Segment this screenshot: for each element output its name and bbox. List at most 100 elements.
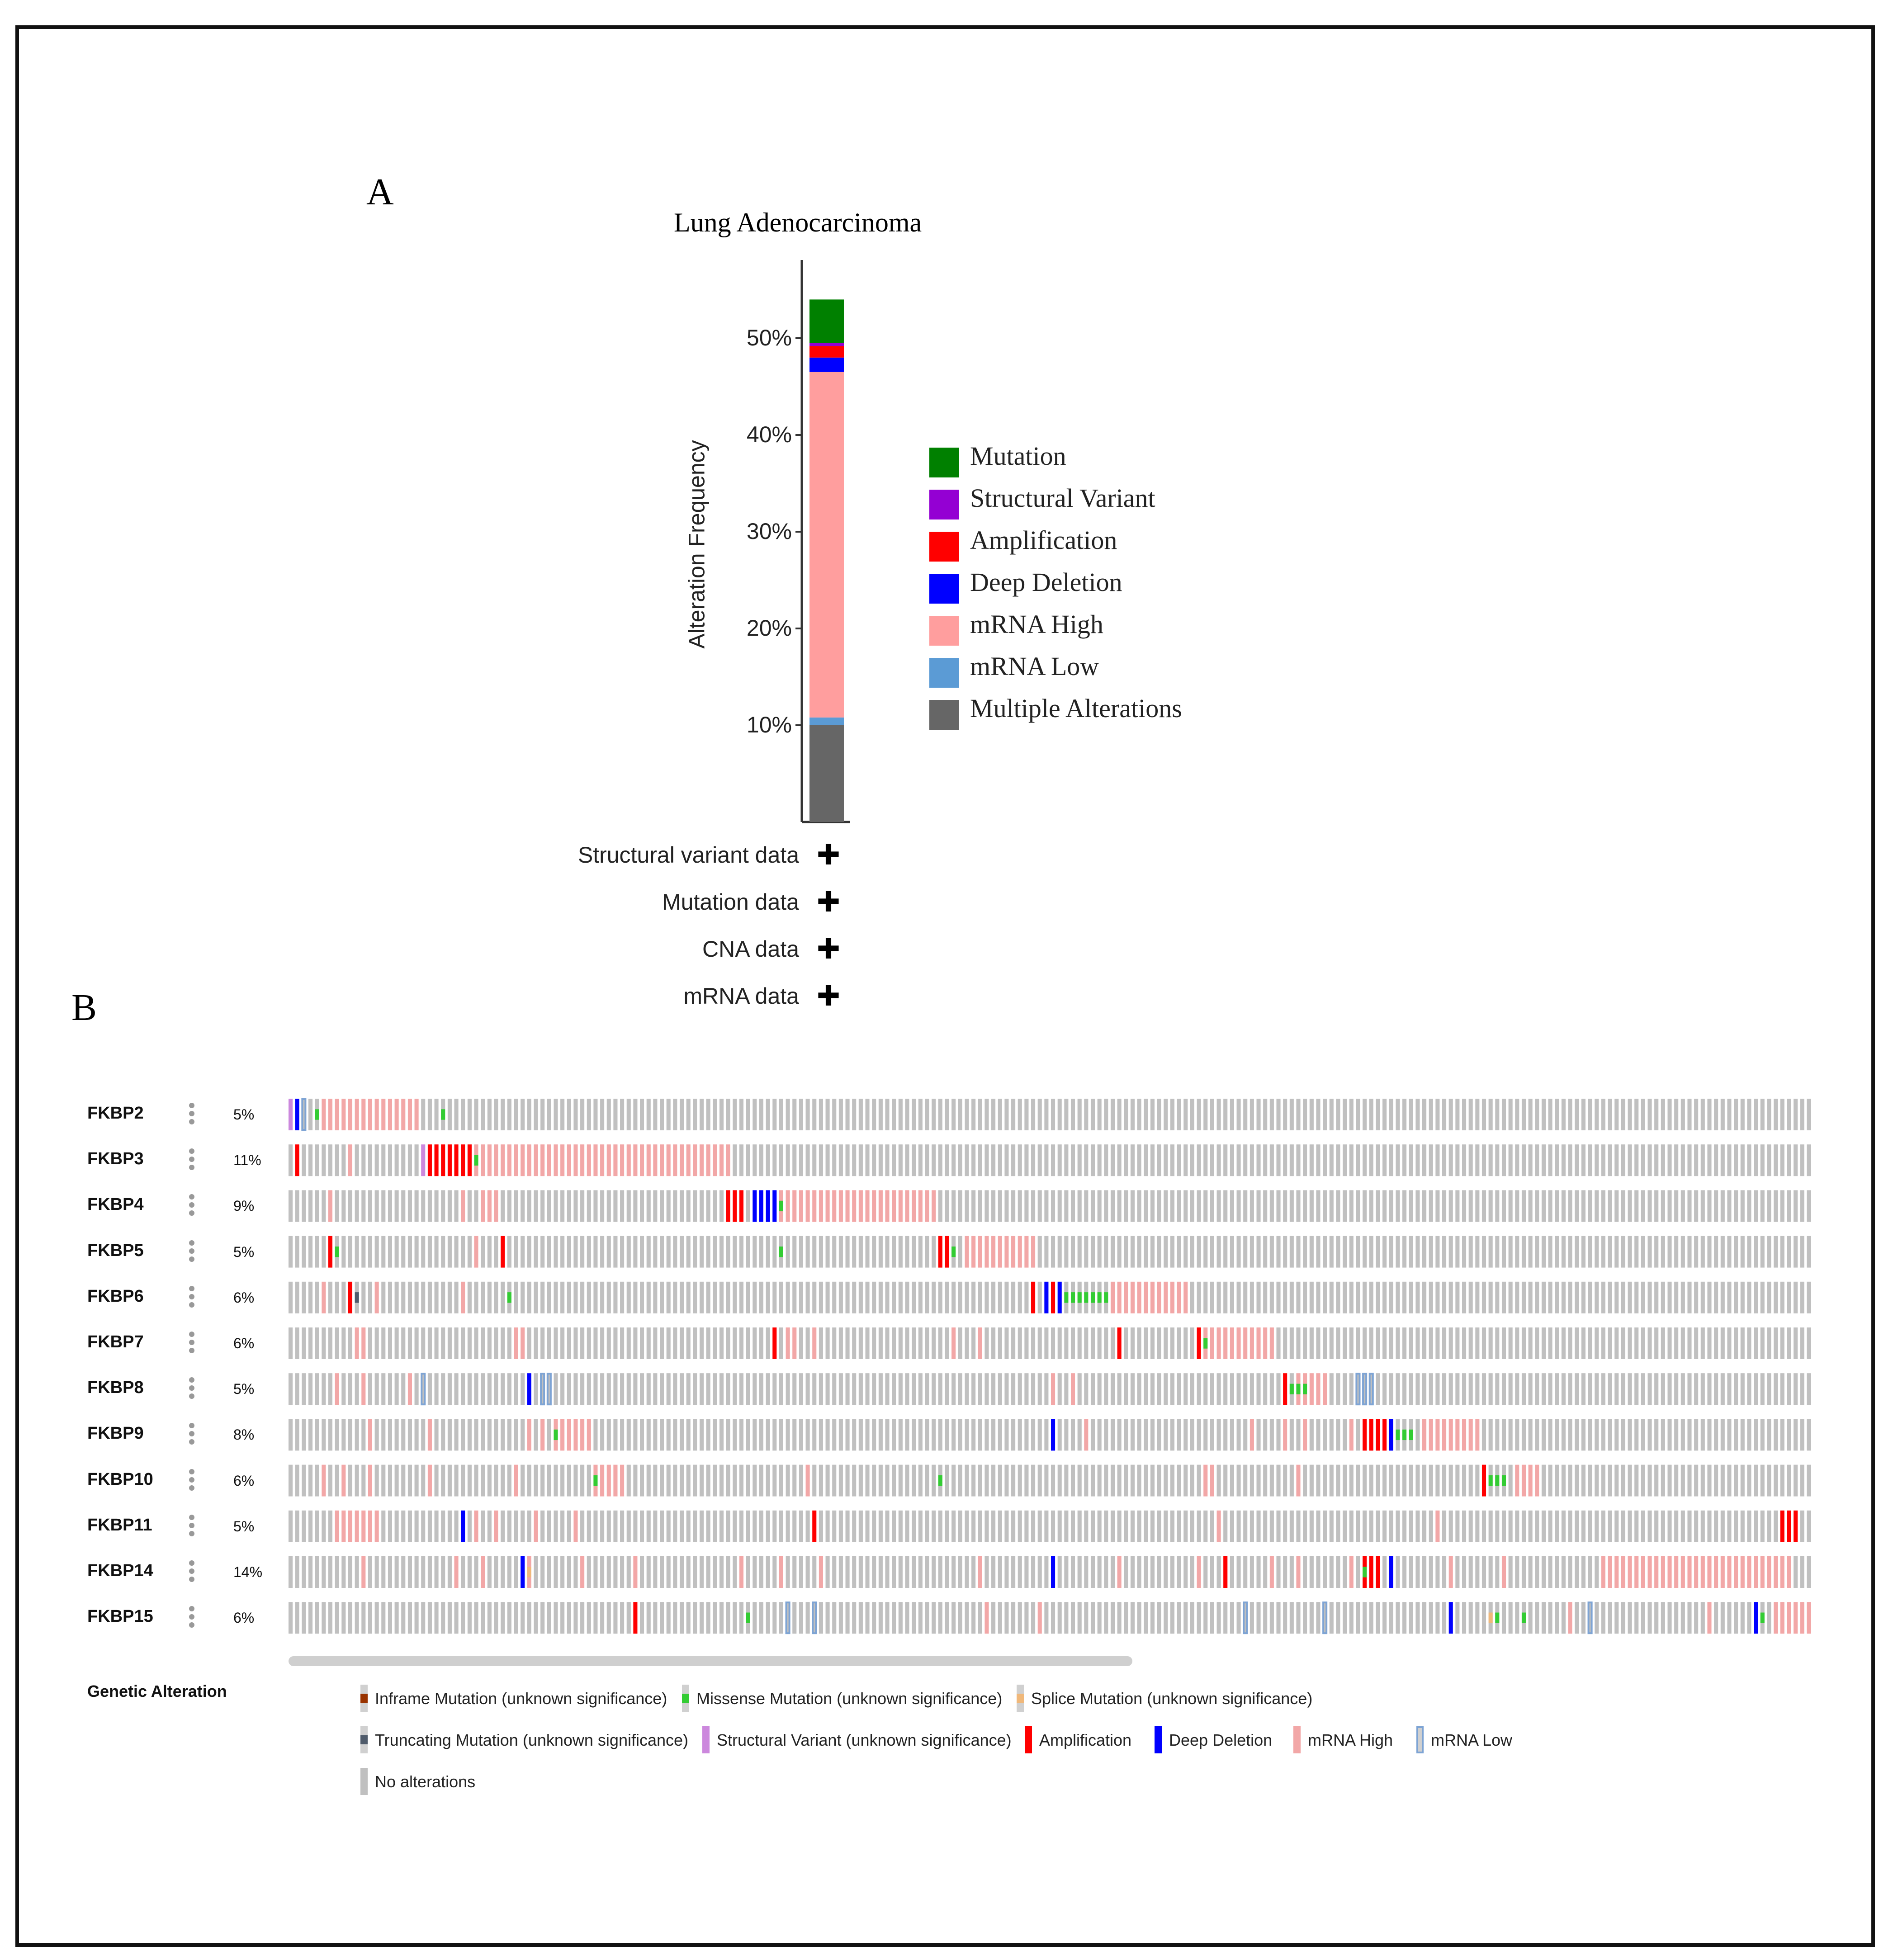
oncoprint-cell bbox=[1774, 1281, 1778, 1313]
oncoprint-cell bbox=[1720, 1099, 1725, 1130]
oncoprint-cell bbox=[1455, 1190, 1460, 1222]
oncoprint-cell bbox=[315, 1373, 319, 1405]
plus-icon[interactable]: ✚ bbox=[817, 934, 840, 965]
oncoprint-cell bbox=[746, 1281, 750, 1313]
oncoprint-cell bbox=[1475, 1236, 1480, 1268]
oncoprint-cell bbox=[1263, 1327, 1268, 1359]
oncoprint-cell bbox=[1349, 1510, 1354, 1542]
oncoprint-cell bbox=[606, 1510, 611, 1542]
gene-menu-icon[interactable] bbox=[189, 1237, 195, 1265]
oncoprint-cell bbox=[1780, 1099, 1784, 1130]
oncoprint-cell bbox=[1541, 1602, 1546, 1634]
oncoprint-cell bbox=[1336, 1373, 1340, 1405]
oncoprint-cell bbox=[1077, 1236, 1082, 1268]
gene-menu-icon[interactable] bbox=[189, 1374, 195, 1402]
oncoprint-cell bbox=[1170, 1099, 1174, 1130]
oncoprint-cell bbox=[1448, 1190, 1453, 1222]
oncoprint-cell bbox=[878, 1327, 883, 1359]
oncoprint-cell bbox=[932, 1327, 936, 1359]
legend-label: mRNA Low bbox=[970, 652, 1099, 681]
oncoprint-cell bbox=[1044, 1556, 1049, 1588]
oncoprint-cell bbox=[1157, 1099, 1161, 1130]
oncoprint-cell bbox=[1667, 1236, 1672, 1268]
oncoprint-cell bbox=[1680, 1281, 1685, 1313]
gene-menu-icon[interactable] bbox=[189, 1512, 195, 1539]
oncoprint-cell bbox=[1256, 1419, 1261, 1451]
oncoprint-cell bbox=[1170, 1602, 1174, 1634]
oncoprint-cell bbox=[1343, 1327, 1347, 1359]
oncoprint-cell bbox=[487, 1327, 492, 1359]
gene-menu-icon[interactable] bbox=[189, 1329, 195, 1356]
oncoprint-cell bbox=[912, 1236, 916, 1268]
oncoprint-cell bbox=[925, 1281, 929, 1313]
oncoprint-cell bbox=[414, 1510, 419, 1542]
oncoprint-cell bbox=[560, 1464, 565, 1497]
oncoprint-cell bbox=[1203, 1464, 1208, 1497]
oncoprint-cell bbox=[1621, 1144, 1625, 1176]
oncoprint-cell bbox=[1794, 1099, 1798, 1130]
oncoprint-cell bbox=[1057, 1373, 1062, 1405]
oncoprint-cell bbox=[653, 1190, 658, 1222]
oncoprint-cell bbox=[673, 1144, 677, 1176]
plus-icon[interactable]: ✚ bbox=[817, 981, 840, 1012]
oncoprint-cell bbox=[819, 1510, 823, 1542]
oncoprint-cell bbox=[427, 1419, 432, 1451]
gene-menu-icon[interactable] bbox=[189, 1191, 195, 1219]
oncoprint-cell bbox=[527, 1602, 531, 1634]
oncoprint-cell bbox=[481, 1464, 485, 1497]
gene-menu-icon[interactable] bbox=[189, 1420, 195, 1447]
oncoprint-cell bbox=[341, 1144, 346, 1176]
oncoprint-cell bbox=[355, 1190, 359, 1222]
oncoprint-cell bbox=[394, 1602, 399, 1634]
gene-menu-icon[interactable] bbox=[189, 1603, 195, 1630]
oncoprint-cell bbox=[434, 1556, 439, 1588]
oncoprint-cell bbox=[1044, 1144, 1049, 1176]
oncoprint-cell bbox=[1515, 1327, 1519, 1359]
plus-icon[interactable]: ✚ bbox=[817, 887, 840, 918]
oncoprint-cell bbox=[1157, 1236, 1161, 1268]
oncoprint-cell bbox=[772, 1099, 777, 1130]
gene-menu-icon[interactable] bbox=[189, 1558, 195, 1585]
oncoprint-cell bbox=[1568, 1419, 1572, 1451]
oncoprint-cell bbox=[1216, 1327, 1221, 1359]
oncoprint-cell bbox=[534, 1464, 538, 1497]
oncoprint-cell bbox=[1124, 1464, 1128, 1497]
oncoprint-cell bbox=[467, 1602, 472, 1634]
oncoprint-cell bbox=[1197, 1373, 1201, 1405]
oncoprint-cell bbox=[1674, 1099, 1679, 1130]
gene-menu-icon[interactable] bbox=[189, 1466, 195, 1493]
oncoprint-cell bbox=[1429, 1510, 1433, 1542]
oncoprint-cell bbox=[1363, 1419, 1367, 1451]
gene-menu-icon[interactable] bbox=[189, 1283, 195, 1310]
oncoprint-cell bbox=[1376, 1373, 1380, 1405]
horizontal-scrollbar[interactable] bbox=[289, 1656, 1132, 1666]
oncoprint-cell bbox=[1647, 1327, 1652, 1359]
oncoprint-cell bbox=[394, 1281, 399, 1313]
oncoprint-cell bbox=[1011, 1373, 1016, 1405]
data-type-label: mRNA data bbox=[683, 983, 799, 1009]
oncoprint-cell bbox=[1680, 1510, 1685, 1542]
oncoprint-cell bbox=[772, 1464, 777, 1497]
oncoprint-cell bbox=[633, 1464, 638, 1497]
oncoprint-cell bbox=[1528, 1464, 1533, 1497]
oncoprint-cell bbox=[1316, 1373, 1321, 1405]
plus-icon[interactable]: ✚ bbox=[817, 840, 840, 871]
oncoprint-cell bbox=[1197, 1236, 1201, 1268]
gene-menu-icon[interactable] bbox=[189, 1100, 195, 1127]
oncoprint-cell bbox=[1780, 1190, 1784, 1222]
oncoprint-cell bbox=[388, 1419, 393, 1451]
oncoprint-cell bbox=[1614, 1373, 1619, 1405]
oncoprint-cell bbox=[335, 1327, 339, 1359]
oncoprint-cell bbox=[600, 1190, 605, 1222]
oncoprint-cell bbox=[1734, 1190, 1738, 1222]
oncoprint-cell bbox=[534, 1556, 538, 1588]
oncoprint-cell bbox=[527, 1099, 531, 1130]
oncoprint-cell bbox=[534, 1373, 538, 1405]
oncoprint-cell bbox=[1601, 1373, 1605, 1405]
oncoprint-cell bbox=[1429, 1556, 1433, 1588]
oncoprint-cell bbox=[441, 1281, 445, 1313]
oncoprint-cell bbox=[1807, 1602, 1811, 1634]
oncoprint-cell bbox=[1269, 1327, 1274, 1359]
gene-menu-icon[interactable] bbox=[189, 1146, 195, 1173]
oncoprint-cell bbox=[514, 1510, 518, 1542]
